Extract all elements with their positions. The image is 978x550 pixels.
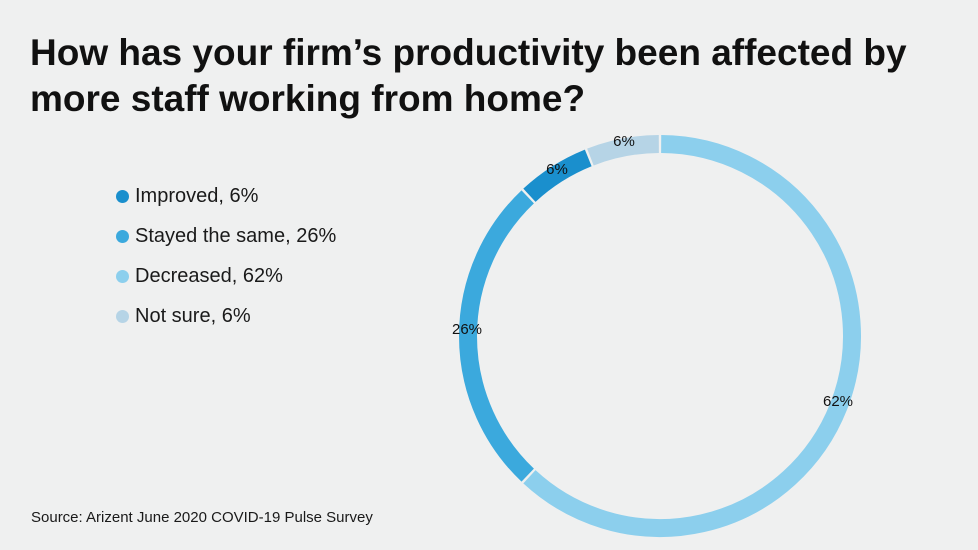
legend-label-not-sure: Not sure, 6%: [135, 304, 251, 327]
donut-slices: [459, 135, 861, 537]
legend-item-stayed-the-same: Stayed the same, 26%: [116, 222, 336, 250]
donut-slice-stayed-the-same: [459, 190, 534, 482]
legend-label-stayed-the-same: Stayed the same, 26%: [135, 224, 337, 247]
slice-label-improved: 6%: [546, 161, 568, 178]
source-note: Source: Arizent June 2020 COVID-19 Pulse…: [31, 509, 373, 526]
chart-legend: Improved, 6% Stayed the same, 26% Decrea…: [116, 182, 336, 342]
donut-slice-decreased: [523, 135, 861, 537]
donut-slice-not-sure: [587, 135, 660, 166]
chart-title: How has your firm’s productivity been af…: [30, 32, 907, 119]
donut-slice-labels: 6% 26% 62% 6%: [452, 133, 853, 410]
slice-label-decreased: 62%: [823, 393, 853, 410]
legend-item-not-sure: Not sure, 6%: [116, 302, 336, 330]
legend-label-decreased: Decreased, 62%: [135, 264, 283, 287]
legend-label-improved: Improved, 6%: [135, 184, 259, 207]
legend-swatch-stayed-the-same: [116, 229, 129, 243]
legend-item-decreased: Decreased, 62%: [116, 262, 336, 290]
legend-swatch-decreased: [116, 269, 129, 283]
donut-slice-improved: [523, 149, 592, 202]
legend-swatch-not-sure: [116, 309, 129, 323]
slice-label-not-sure: 6%: [613, 133, 635, 150]
legend-swatch-improved: [116, 189, 129, 203]
legend-item-improved: Improved, 6%: [116, 182, 336, 210]
slice-label-stayed-the-same: 26%: [452, 321, 482, 338]
